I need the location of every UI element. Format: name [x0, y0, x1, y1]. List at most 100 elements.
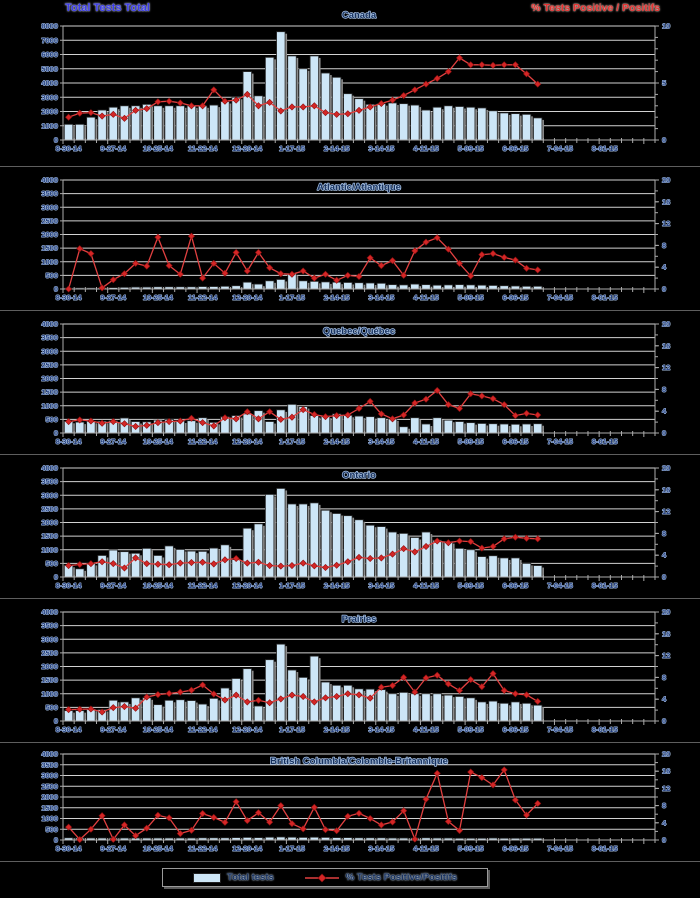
svg-text:6-06-15: 6-06-15 [502, 144, 528, 153]
svg-text:4-11-15: 4-11-15 [413, 725, 438, 734]
svg-text:2-14-15: 2-14-15 [324, 293, 350, 302]
svg-text:12: 12 [662, 219, 670, 228]
svg-text:6-06-15: 6-06-15 [502, 725, 528, 734]
svg-text:1000: 1000 [41, 257, 58, 266]
svg-text:3-14-15: 3-14-15 [368, 144, 394, 153]
svg-text:7000: 7000 [41, 36, 58, 45]
svg-text:8-01-15: 8-01-15 [592, 144, 618, 153]
svg-text:4000: 4000 [41, 176, 58, 185]
panel-canada: Total Tests Total % Tests Positive / Pos… [0, 0, 700, 167]
panel-ontario: 0 500 1000 1500 2000 2500 3000 3500 4000 0 4 8 12 16 2… [0, 455, 700, 599]
svg-text:1-17-15: 1-17-15 [279, 844, 305, 853]
svg-text:1000: 1000 [41, 689, 58, 698]
svg-text:2500: 2500 [41, 648, 58, 657]
chart-canada: 0 1000 2000 3000 4000 5000 6000 7000 8000 0 5 10 8-3… [41, 9, 671, 153]
svg-text:16: 16 [662, 767, 670, 776]
svg-text:16: 16 [662, 197, 670, 206]
svg-text:12-20-14: 12-20-14 [232, 581, 263, 590]
svg-text:1-17-15: 1-17-15 [279, 725, 305, 734]
svg-text:16: 16 [662, 485, 670, 494]
svg-text:10: 10 [662, 22, 670, 31]
svg-text:4000: 4000 [41, 320, 58, 329]
svg-text:2000: 2000 [41, 793, 58, 802]
svg-text:9-27-14: 9-27-14 [100, 293, 127, 302]
svg-text:2-14-15: 2-14-15 [324, 844, 350, 853]
svg-text:5000: 5000 [41, 64, 58, 73]
svg-text:2-14-15: 2-14-15 [324, 581, 350, 590]
svg-text:11-22-14: 11-22-14 [188, 437, 218, 446]
svg-text:4000: 4000 [41, 608, 58, 617]
svg-text:10-25-14: 10-25-14 [143, 293, 174, 302]
svg-text:7-04-15: 7-04-15 [547, 144, 573, 153]
svg-text:8-01-15: 8-01-15 [592, 725, 618, 734]
line-marker-swatch [304, 873, 339, 882]
svg-text:4: 4 [662, 695, 667, 704]
svg-text:4000: 4000 [41, 79, 58, 88]
svg-text:12: 12 [662, 784, 670, 793]
svg-text:5-09-15: 5-09-15 [458, 144, 484, 153]
svg-text:3000: 3000 [41, 203, 58, 212]
svg-text:20: 20 [662, 320, 670, 329]
svg-text:7-04-15: 7-04-15 [547, 725, 573, 734]
svg-text:4-11-15: 4-11-15 [413, 293, 438, 302]
svg-text:4-11-15: 4-11-15 [413, 844, 438, 853]
svg-text:4: 4 [662, 551, 667, 560]
svg-text:11-22-14: 11-22-14 [188, 293, 218, 302]
svg-text:5-09-15: 5-09-15 [458, 581, 484, 590]
svg-text:British Columbia/Colombie-Brit: British Columbia/Colombie-Britannique [270, 756, 448, 767]
svg-text:3-14-15: 3-14-15 [368, 725, 394, 734]
svg-text:1-17-15: 1-17-15 [279, 144, 305, 153]
svg-text:0: 0 [54, 573, 58, 582]
svg-text:8: 8 [662, 385, 666, 394]
svg-text:6000: 6000 [41, 50, 58, 59]
svg-text:12-20-14: 12-20-14 [232, 437, 263, 446]
svg-text:1-17-15: 1-17-15 [279, 293, 305, 302]
legend-label-pct-positive: % Tests Positive/Positifs [345, 872, 458, 883]
svg-text:Canada: Canada [342, 10, 377, 21]
svg-text:12-20-14: 12-20-14 [232, 144, 263, 153]
svg-text:12-20-14: 12-20-14 [232, 293, 263, 302]
svg-text:10-25-14: 10-25-14 [143, 581, 174, 590]
svg-text:5-09-15: 5-09-15 [458, 437, 484, 446]
svg-text:8000: 8000 [41, 22, 58, 31]
svg-text:3500: 3500 [41, 621, 58, 630]
svg-text:0: 0 [54, 836, 58, 845]
svg-text:4: 4 [662, 407, 667, 416]
svg-text:5-09-15: 5-09-15 [458, 725, 484, 734]
svg-text:11-22-14: 11-22-14 [188, 844, 218, 853]
svg-text:8: 8 [662, 801, 666, 810]
svg-text:6-06-15: 6-06-15 [502, 437, 528, 446]
svg-text:8-01-15: 8-01-15 [592, 293, 618, 302]
svg-text:6-06-15: 6-06-15 [502, 844, 528, 853]
svg-text:Ontario: Ontario [342, 470, 376, 481]
svg-text:9-27-14: 9-27-14 [100, 844, 127, 853]
svg-text:3-14-15: 3-14-15 [368, 844, 394, 853]
svg-text:11-22-14: 11-22-14 [188, 581, 218, 590]
svg-text:8-01-15: 8-01-15 [592, 437, 618, 446]
svg-text:12: 12 [662, 507, 670, 516]
svg-text:12-20-14: 12-20-14 [232, 725, 263, 734]
svg-text:5-09-15: 5-09-15 [458, 293, 484, 302]
svg-text:2000: 2000 [41, 107, 58, 116]
svg-text:4000: 4000 [41, 464, 58, 473]
svg-text:9-27-14: 9-27-14 [100, 144, 127, 153]
svg-text:500: 500 [45, 415, 58, 424]
svg-text:3000: 3000 [41, 491, 58, 500]
svg-text:4: 4 [662, 818, 667, 827]
chart-british-columbia: 0500100015002000250030003500400004812162… [41, 749, 671, 854]
svg-text:3-14-15: 3-14-15 [368, 437, 394, 446]
svg-text:5: 5 [662, 79, 666, 88]
svg-text:0: 0 [54, 429, 58, 438]
chart-ontario: 0 500 1000 1500 2000 2500 3000 3500 4000 0 4 8 12 16 2… [41, 463, 671, 591]
legend-item-pct-positive: % Tests Positive/Positifs [304, 872, 457, 883]
svg-text:1500: 1500 [41, 803, 58, 812]
legend-row: Total tests % Tests Positive/Positifs [0, 862, 700, 898]
svg-text:7-04-15: 7-04-15 [547, 844, 573, 853]
svg-text:500: 500 [45, 271, 58, 280]
svg-text:3000: 3000 [41, 635, 58, 644]
svg-text:2000: 2000 [41, 230, 58, 239]
svg-text:4-11-15: 4-11-15 [413, 437, 438, 446]
panel-atlantic: 0 500 1000 1500 2000 2500 3000 3500 4000 0 4 8 12 16 2… [0, 167, 700, 311]
svg-text:Prairies: Prairies [342, 614, 377, 625]
svg-text:4-11-15: 4-11-15 [413, 581, 438, 590]
